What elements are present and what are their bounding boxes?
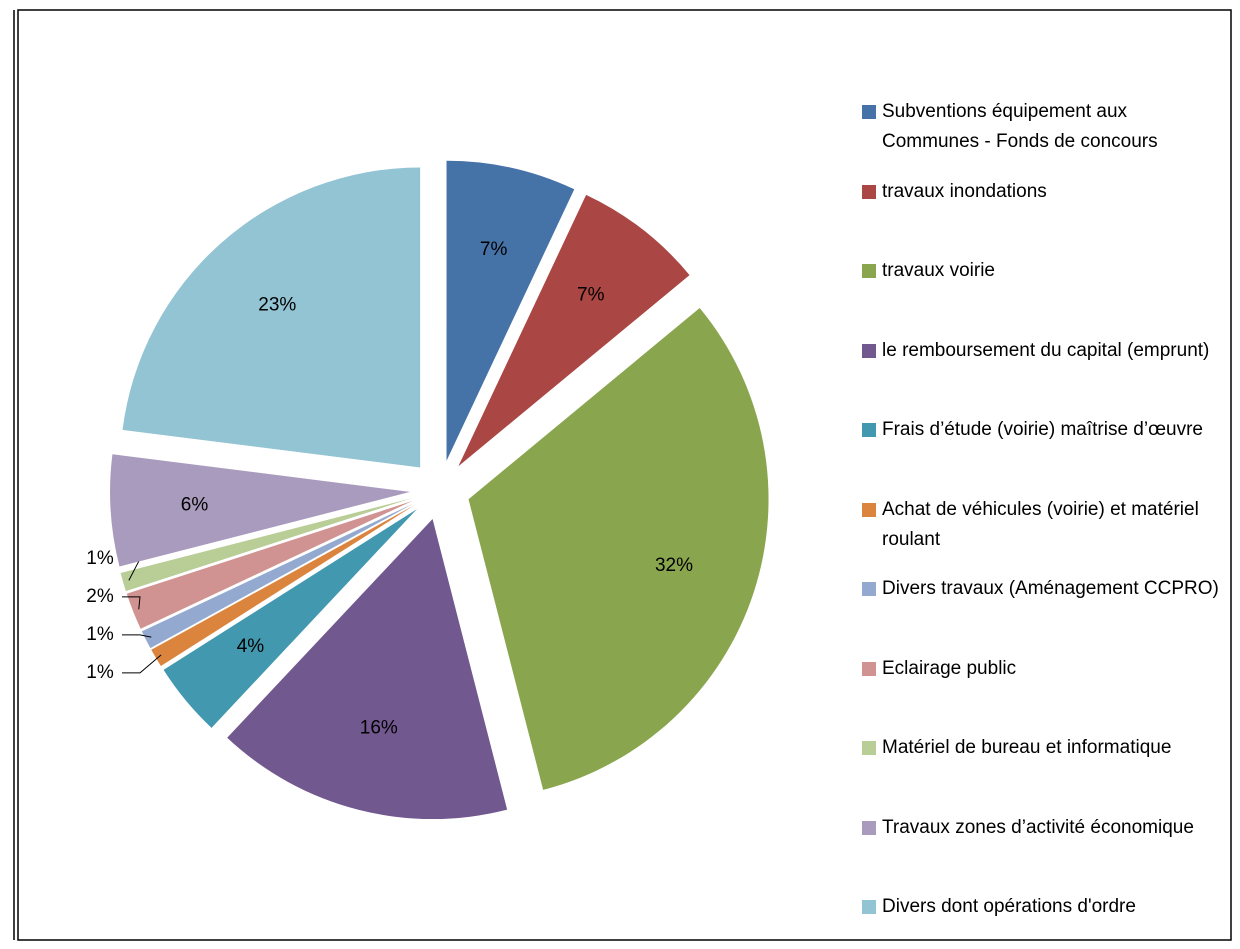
legend-label: travaux inondations — [882, 180, 1047, 202]
pie-slice — [126, 501, 413, 629]
pie-slice — [122, 167, 421, 468]
slice-label: 1% — [86, 548, 114, 569]
legend-label: travaux voirie — [882, 260, 995, 281]
legend-label: le remboursement du capital (emprunt) — [882, 339, 1210, 361]
legend-swatch — [862, 423, 876, 437]
legend-swatch — [862, 900, 876, 914]
legend-swatch — [862, 582, 876, 596]
legend-label: Subventions équipement aux Communes - Fo… — [882, 101, 1158, 152]
legend-swatch — [862, 502, 876, 517]
slice-label: 6% — [181, 494, 209, 515]
slice-label: 32% — [655, 555, 693, 576]
legend-label: Matériel de bureau et informatique — [882, 737, 1172, 758]
legend-swatch — [862, 184, 876, 199]
legend-swatch — [862, 105, 876, 119]
pie-slice — [110, 454, 411, 567]
leader-line — [122, 596, 141, 610]
slice-label: 16% — [360, 717, 398, 738]
legend-label: Travaux zones d’activité économique — [882, 816, 1194, 838]
pie-slice — [458, 194, 690, 467]
legend-label: Achat de véhicules (voirie) et matériel … — [882, 498, 1199, 550]
slice-label: 1% — [86, 624, 114, 645]
legend-label: Eclairage public — [882, 657, 1017, 679]
pie-slice — [151, 505, 415, 667]
pie-slice — [446, 160, 575, 461]
legend-swatch — [862, 343, 876, 358]
slice-label: 7% — [577, 285, 605, 306]
leader-line — [122, 654, 162, 674]
slice-label: 2% — [86, 586, 114, 607]
pie-slice — [141, 503, 414, 649]
pie-slice — [468, 308, 769, 790]
legend-label: Divers dont opérations d'ordre — [882, 896, 1136, 917]
legend-label: Frais d’étude (voirie) maîtrise d’œuvre — [882, 419, 1203, 440]
legend-swatch — [862, 264, 876, 278]
slice-label: 1% — [86, 662, 114, 683]
slice-label: 4% — [237, 636, 265, 657]
legend-swatch — [862, 741, 876, 755]
slice-label: 7% — [480, 239, 508, 260]
legend-swatch — [862, 661, 876, 676]
leader-line — [122, 634, 152, 638]
frame — [17, 9, 1232, 941]
pie-slice — [227, 519, 508, 820]
pie-slice — [120, 498, 412, 592]
slice-label: 23% — [258, 294, 296, 315]
pie-slice — [163, 509, 417, 728]
legend-swatch — [862, 820, 876, 835]
legend-label: Divers travaux (Aménagement CCPRO) — [882, 578, 1219, 599]
